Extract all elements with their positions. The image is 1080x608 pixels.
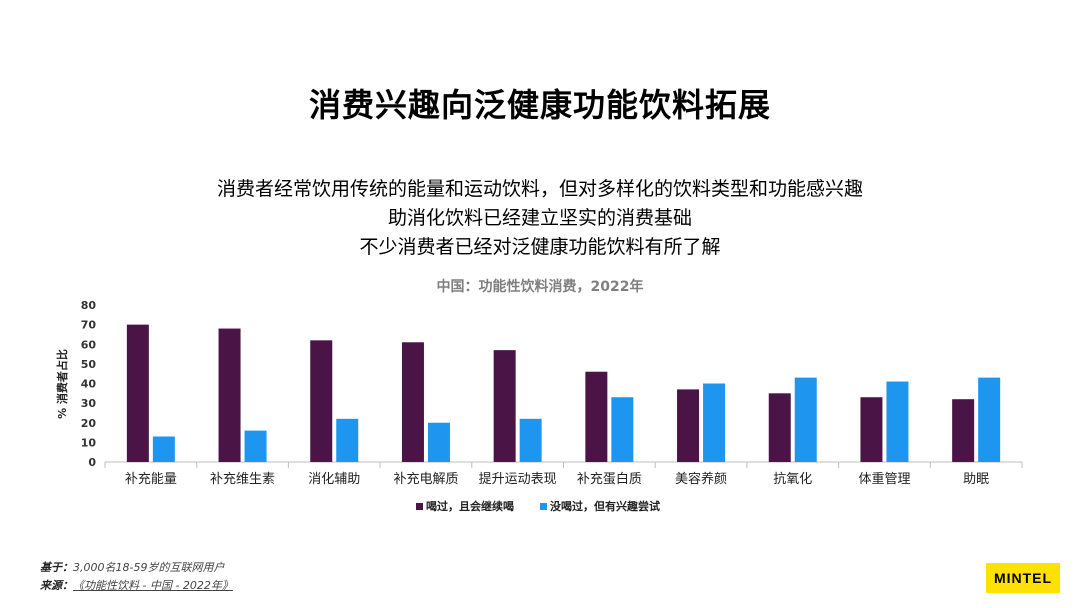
x-tick-label: 补充能量 (125, 471, 177, 487)
y-tick-label: 40 (81, 378, 97, 391)
legend-label: 喝过，且会继续喝 (426, 499, 514, 513)
footer-source: 来源：《功能性饮料 - 中国 - 2022年》 (40, 577, 233, 595)
y-tick-label: 80 (81, 299, 97, 312)
x-tick-label: 美容养颜 (675, 471, 727, 487)
x-tick-label: 补充蛋白质 (577, 471, 642, 487)
bar (126, 324, 149, 462)
y-tick-label: 30 (81, 397, 97, 410)
y-tick-label: 20 (81, 417, 97, 430)
chart-title: 中国：功能性饮料消费，2022年 (436, 279, 644, 295)
x-tick-label: 补充电解质 (393, 471, 458, 487)
summary-line: 不少消费者已经对泛健康功能饮料有所了解 (359, 236, 721, 258)
mintel-logo: MINTEL (986, 563, 1060, 593)
y-tick-label: 70 (81, 319, 97, 332)
footer-base-text: 3,000名18-59岁的互联网用户 (73, 561, 225, 574)
bar (310, 340, 333, 462)
footer-source-label: 来源： (40, 579, 73, 592)
bar (703, 383, 726, 462)
legend-label: 没喝过，但有兴趣尝试 (550, 499, 660, 513)
y-tick-label: 0 (88, 456, 96, 469)
footer-base: 基于：3,000名18-59岁的互联网用户 (40, 559, 233, 577)
bar (336, 418, 359, 462)
summary-text: 消费者经常饮用传统的能量和运动饮料，但对多样化的饮料类型和功能感兴趣 助消化饮料… (0, 175, 1080, 262)
legend-swatch (540, 503, 547, 510)
bar (152, 436, 175, 462)
bar (952, 399, 975, 462)
bar (886, 381, 909, 462)
bar (768, 393, 791, 462)
y-tick-label: 10 (81, 436, 97, 449)
bar (585, 371, 608, 462)
footer-base-label: 基于： (40, 561, 73, 574)
bar (978, 377, 1001, 462)
y-tick-label: 60 (81, 338, 97, 351)
x-tick-label: 提升运动表现 (479, 471, 557, 487)
x-tick-label: 助眠 (963, 472, 989, 487)
legend-swatch (416, 503, 423, 510)
bar (493, 350, 516, 462)
footer: 基于：3,000名18-59岁的互联网用户 来源：《功能性饮料 - 中国 - 2… (40, 559, 233, 595)
bar (860, 397, 883, 462)
bar (677, 389, 700, 462)
bar (611, 397, 634, 462)
slide-title: 消费兴趣向泛健康功能饮料拓展 (308, 86, 771, 124)
y-tick-label: 50 (81, 358, 97, 371)
y-axis-label: % 消费者占比 (55, 349, 69, 419)
bar (218, 328, 241, 462)
bar (519, 418, 542, 462)
x-tick-label: 体重管理 (858, 471, 910, 487)
x-tick-label: 补充维生素 (210, 471, 275, 487)
summary-line: 助消化饮料已经建立坚实的消费基础 (387, 207, 692, 229)
bar (244, 430, 267, 462)
x-tick-label: 抗氧化 (773, 472, 812, 487)
x-tick-label: 消化辅助 (308, 472, 360, 487)
bar (401, 342, 424, 462)
bar (794, 377, 817, 462)
summary-line: 消费者经常饮用传统的能量和运动饮料，但对多样化的饮料类型和功能感兴趣 (216, 178, 863, 200)
footer-source-link[interactable]: 《功能性饮料 - 中国 - 2022年》 (73, 579, 233, 592)
bar (427, 422, 450, 462)
